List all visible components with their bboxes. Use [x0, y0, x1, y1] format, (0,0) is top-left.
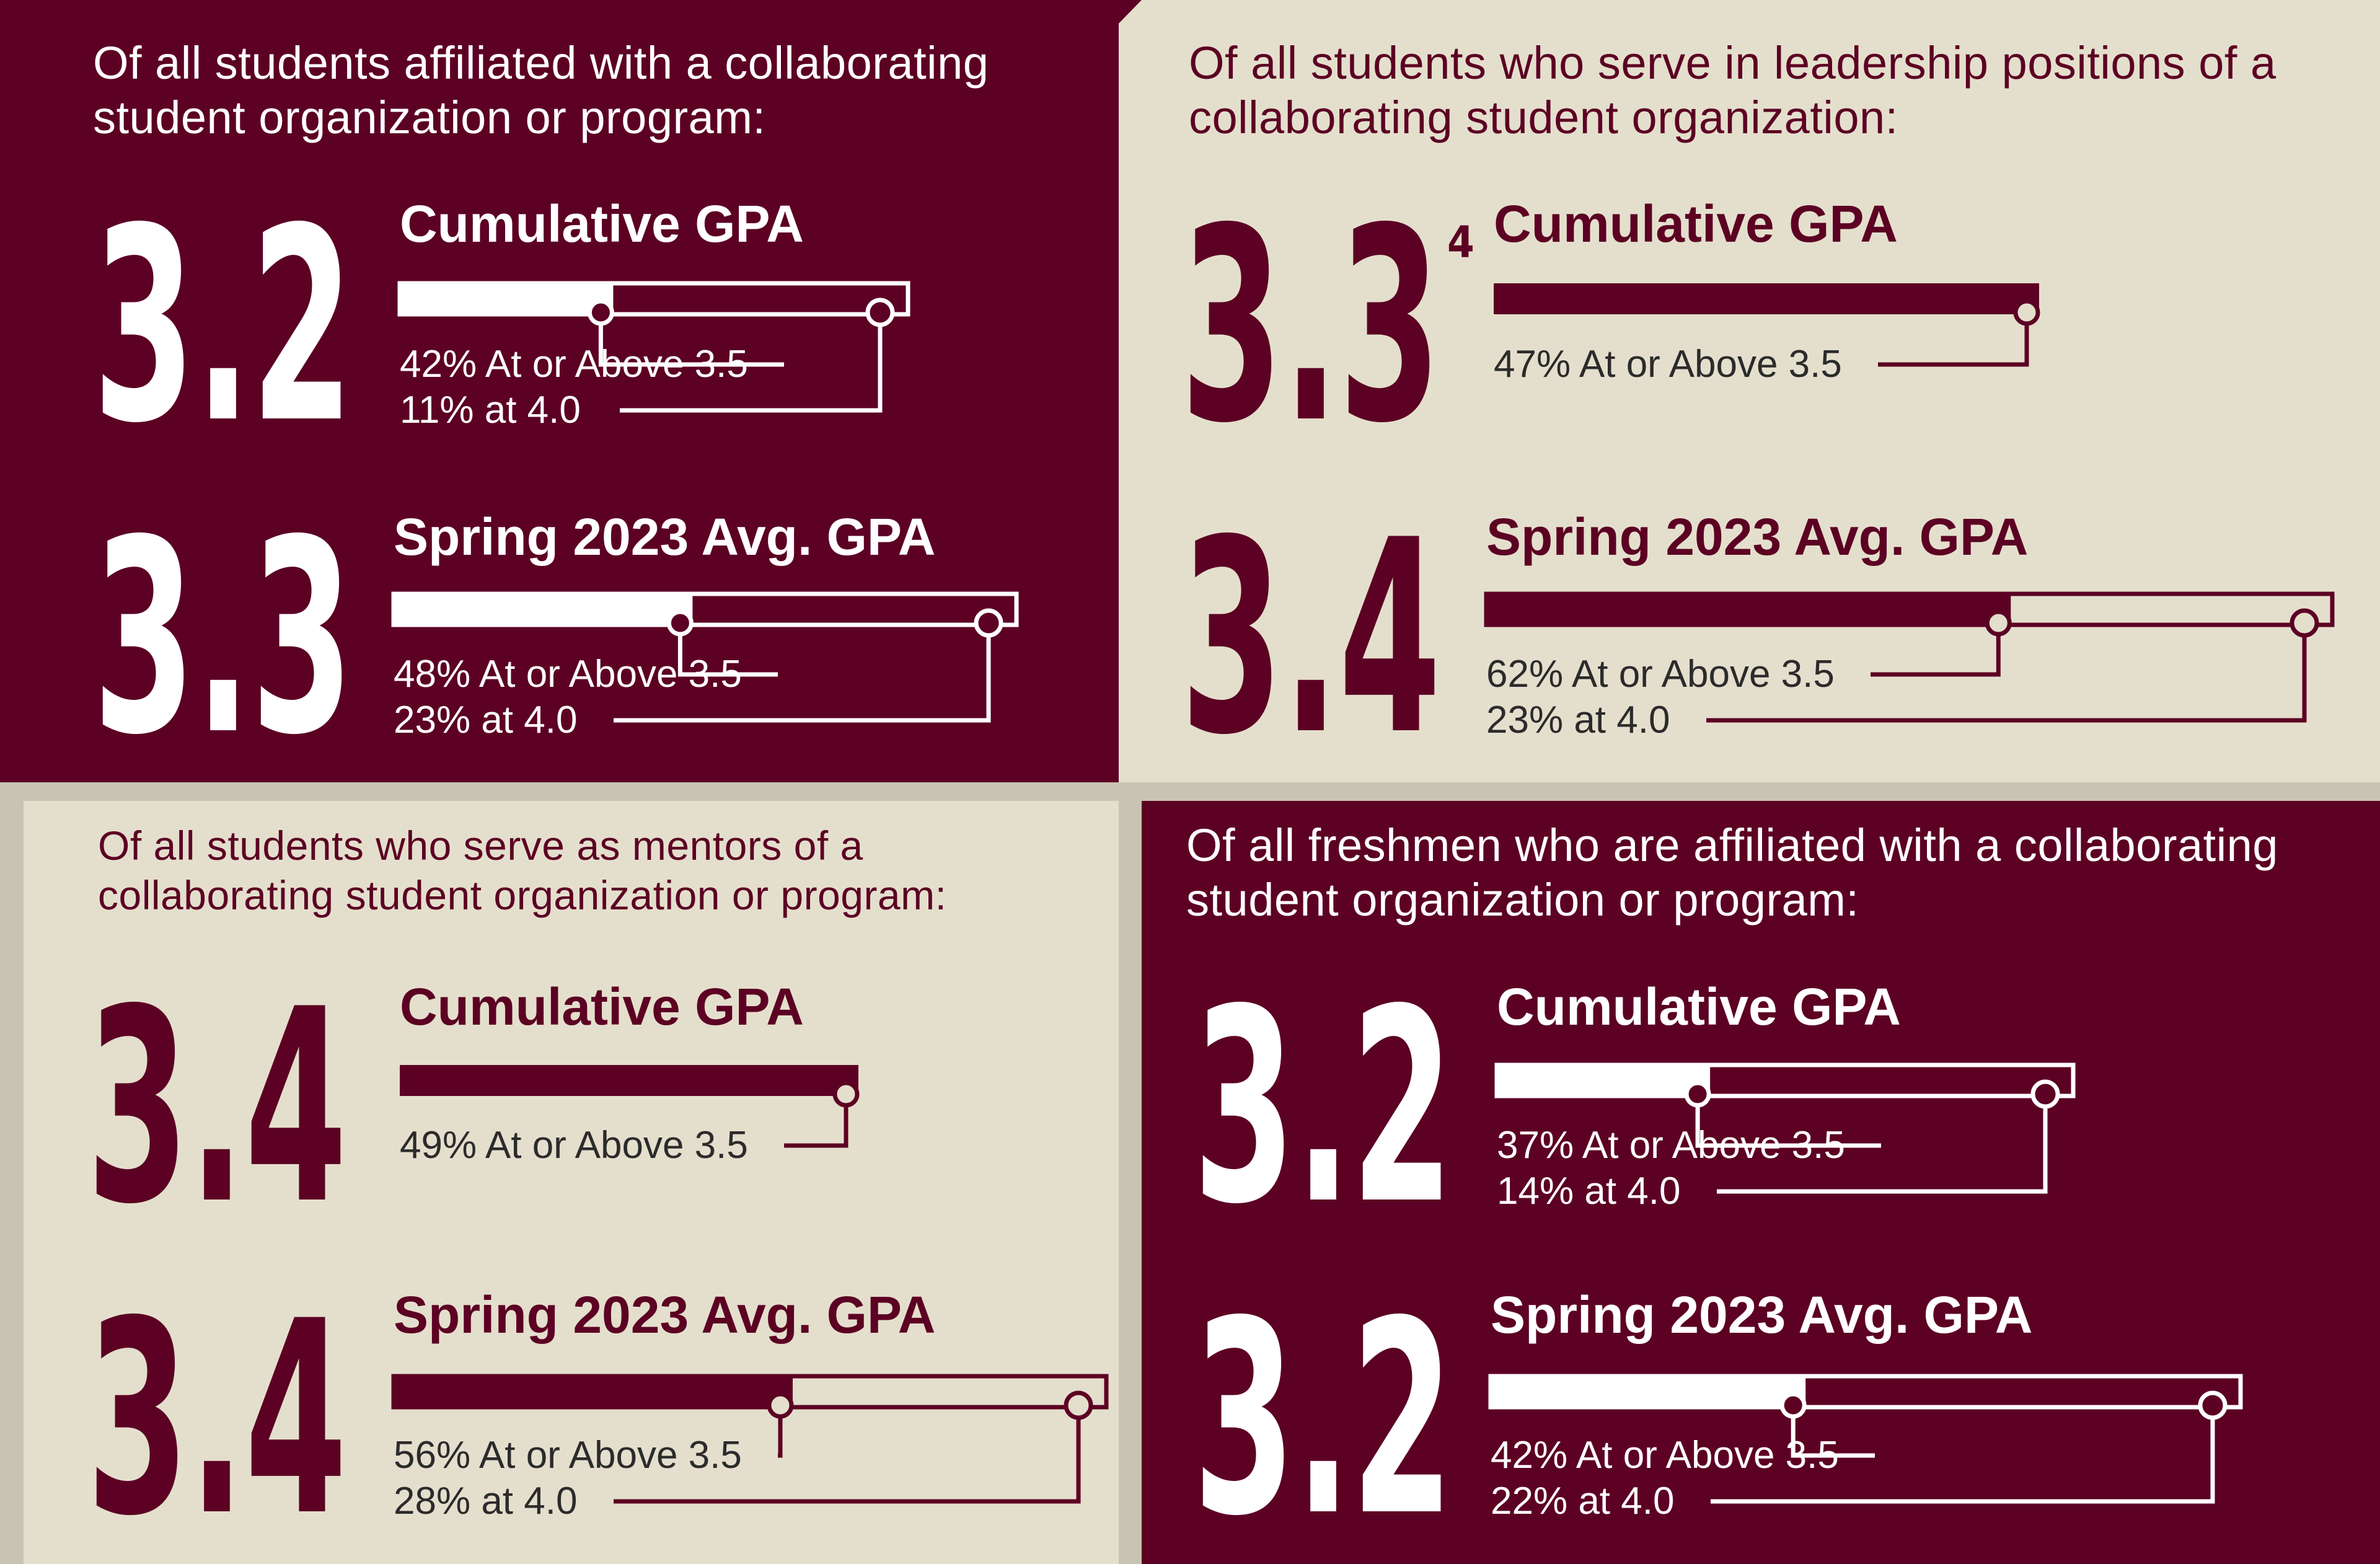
marker-at-4-0 — [2290, 608, 2319, 638]
label-above-3-5: 37% At or Above 3.5 — [1497, 1124, 1845, 1167]
leader-line-above-3-5 — [1695, 1105, 1881, 1148]
leader-line-above-3-5 — [677, 634, 778, 677]
bar-fill-above-3-5 — [1494, 283, 2039, 314]
stat-group: 3.2 Cumulative GPA 42% At or Above 3.511% … — [93, 172, 1019, 793]
marker-at-4-0 — [1064, 1390, 1093, 1420]
panel-bg-top-left — [0, 0, 1142, 782]
stat-title: Cumulative GPA — [1494, 195, 1898, 253]
label-above-3-5: 42% At or Above 3.5 — [1491, 1434, 1839, 1477]
panel-mentors: Of all students who serve as mentors of … — [0, 782, 1119, 1564]
marker-above-3-5 — [767, 1392, 794, 1419]
panel-heading: Of all students affiliated with a collab… — [93, 37, 989, 143]
stat-block: 3.2 Spring 2023 Avg. GPA 42% At or Above 3… — [1193, 1265, 2243, 1564]
stat-title: Spring 2023 Avg. GPA — [1486, 508, 2028, 566]
leader-line-at-4-0 — [614, 635, 991, 723]
stat-block: 3.4 Cumulative GPA 49% At or Above 3.5 — [85, 951, 860, 1265]
stat-block: 3.2 Cumulative GPA 42% At or Above 3.511% … — [93, 172, 910, 482]
panel-bg-bottom-right — [1142, 801, 2380, 1564]
panel-heading: Of all freshmen who are affiliated with … — [1186, 820, 2278, 926]
marker-above-3-5 — [832, 1080, 860, 1108]
gpa-value-superscript: 4 — [1447, 217, 1474, 268]
gpa-value: 3.4 — [1181, 484, 1441, 793]
stat-group: 3.2 Cumulative GPA 37% At or Above 3.514% … — [1193, 953, 2243, 1564]
bar-fill-above-3-5 — [394, 594, 693, 625]
stat-block: 3.4 Spring 2023 Avg. GPA 56% At or Above 3… — [85, 1263, 1109, 1564]
stat-block: 3.4 Spring 2023 Avg. GPA 62% At or Above 3… — [1179, 482, 2335, 795]
leader-line-above-3-5 — [598, 324, 784, 367]
leader-line-above-3-5 — [784, 1105, 848, 1148]
label-at-4-0: 11% at 4.0 — [400, 389, 581, 431]
leader-line-at-4-0 — [1706, 635, 2307, 723]
bar-fill-above-3-5 — [1491, 1376, 1806, 1407]
marker-above-3-5 — [1684, 1080, 1711, 1108]
leader-line-above-3-5 — [778, 1416, 783, 1458]
panel-freshmen: Of all freshmen who are affiliated with … — [1142, 782, 2380, 1564]
label-at-4-0: 23% at 4.0 — [1486, 699, 1670, 741]
panel-heading: Of all students who serve in leadership … — [1189, 37, 2276, 143]
stat-block: 3.3 Spring 2023 Avg. GPA 48% At or Above 3… — [93, 484, 1019, 793]
label-at-4-0: 22% at 4.0 — [1491, 1480, 1674, 1522]
stat-block: 3.2 Cumulative GPA 37% At or Above 3.514% … — [1193, 953, 2076, 1263]
marker-above-3-5 — [587, 299, 614, 326]
marker-above-3-5 — [1779, 1392, 1807, 1419]
leader-line-above-3-5 — [1871, 634, 2001, 677]
leader-line-above-3-5 — [1878, 324, 2029, 367]
leader-line-at-4-0 — [620, 325, 883, 413]
bar-fill-above-3-5 — [400, 1065, 858, 1096]
label-at-4-0: 14% at 4.0 — [1497, 1170, 1680, 1213]
gpa-value: 3.2 — [93, 172, 353, 482]
gpa-value: 3.2 — [1193, 1265, 1453, 1564]
label-at-4-0: 28% at 4.0 — [394, 1480, 577, 1522]
label-above-3-5: 49% At or Above 3.5 — [400, 1124, 748, 1167]
gpa-value: 3.4 — [87, 953, 347, 1263]
stat-title: Spring 2023 Avg. GPA — [394, 1286, 935, 1344]
bar-fill-above-3-5 — [1486, 594, 2011, 625]
gpa-value: 3.4 — [87, 1265, 347, 1564]
stat-title: Cumulative GPA — [400, 978, 804, 1036]
panel-leadership-positions: Of all students who serve in leadership … — [1119, 0, 2380, 782]
marker-at-4-0 — [865, 298, 895, 327]
label-above-3-5: 48% At or Above 3.5 — [394, 653, 742, 696]
marker-at-4-0 — [974, 608, 1003, 638]
leader-line-above-3-5 — [1791, 1416, 1875, 1458]
stat-group: 3.4 Cumulative GPA 49% At or Above 3.5 3.4 S… — [85, 951, 1109, 1564]
leader-line-at-4-0 — [1717, 1107, 2048, 1194]
gpa-value: 3.3 — [93, 484, 353, 793]
stat-group: 3.3 4 Cumulative GPA 47% At or Above 3.5 3.4… — [1179, 170, 2335, 795]
marker-above-3-5 — [1985, 609, 2012, 637]
marker-at-4-0 — [2198, 1390, 2228, 1420]
gpa-value: 3.3 — [1181, 172, 1441, 482]
label-above-3-5: 47% At or Above 3.5 — [1494, 343, 1842, 386]
marker-above-3-5 — [666, 609, 694, 637]
stat-title: Cumulative GPA — [1497, 978, 1901, 1036]
leader-line-at-4-0 — [1711, 1418, 2215, 1504]
label-above-3-5: 62% At or Above 3.5 — [1486, 653, 1835, 696]
stat-block: 3.3 4 Cumulative GPA 47% At or Above 3.5 — [1179, 170, 2040, 484]
bar-fill-above-3-5 — [394, 1376, 793, 1407]
label-at-4-0: 23% at 4.0 — [394, 699, 577, 741]
marker-at-4-0 — [2030, 1079, 2060, 1109]
panel-bg-bottom-left — [24, 801, 1119, 1564]
panel-heading: Of all students who serve as mentors of … — [98, 823, 947, 918]
stat-title: Spring 2023 Avg. GPA — [394, 508, 935, 566]
panel-bg-top-right — [1119, 0, 2380, 782]
gpa-value: 3.2 — [1193, 953, 1453, 1263]
panel-students-affiliated: Of all students affiliated with a collab… — [0, 0, 1119, 782]
label-above-3-5: 42% At or Above 3.5 — [400, 343, 748, 386]
stat-title: Cumulative GPA — [400, 195, 804, 253]
bar-fill-above-3-5 — [400, 283, 614, 314]
bar-fill-above-3-5 — [1497, 1065, 1711, 1096]
label-above-3-5: 56% At or Above 3.5 — [394, 1434, 742, 1477]
stat-title: Spring 2023 Avg. GPA — [1491, 1286, 2032, 1344]
marker-above-3-5 — [2013, 299, 2040, 326]
leader-line-at-4-0 — [614, 1418, 1081, 1504]
